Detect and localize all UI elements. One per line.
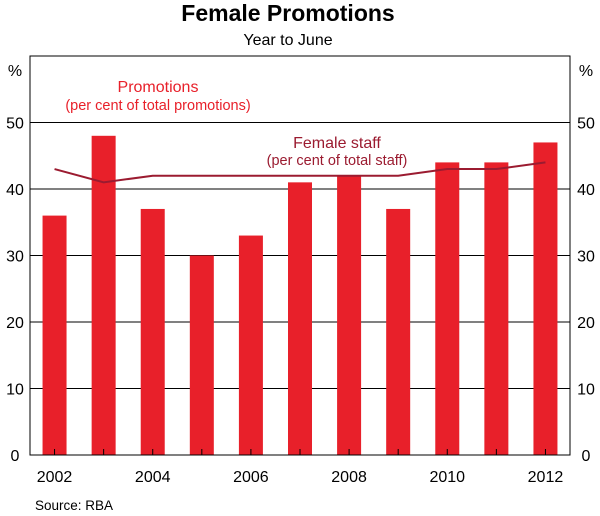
promotions-bars	[42, 135, 558, 456]
bar-promotions	[42, 215, 67, 455]
x-tick-label: 2006	[233, 469, 269, 486]
bar-promotions	[435, 162, 460, 455]
y-tick-label-right: 40	[577, 182, 595, 199]
bar-promotions	[238, 235, 263, 455]
bar-promotions	[533, 142, 558, 455]
left-y-axis: 0 10 20 30 40 50	[6, 116, 36, 465]
y-tick-label-left: 30	[6, 249, 24, 266]
female-staff-label: Female staff	[293, 135, 381, 152]
chart-title: Female Promotions	[181, 0, 394, 26]
bar-promotions	[386, 208, 411, 455]
y-tick-label-left: 50	[6, 116, 24, 133]
x-tick-label: 2004	[135, 469, 171, 486]
female-staff-sub-label: (per cent of total staff)	[267, 153, 408, 169]
right-y-axis: 0 10 20 30 40 50	[564, 116, 595, 465]
female-staff-line-group	[54, 161, 546, 184]
x-axis: 2002 2004 2006 2008 2010 2012	[37, 449, 564, 486]
bar-promotions	[337, 175, 362, 455]
left-unit-label: %	[8, 63, 22, 80]
x-tick-label: 2012	[528, 469, 564, 486]
y-tick-label-left: 20	[6, 315, 24, 332]
right-unit-label: %	[579, 63, 593, 80]
x-tick-label: 2002	[37, 469, 73, 486]
female-staff-line	[54, 161, 546, 184]
y-tick-label-left: 0	[11, 448, 20, 465]
y-tick-label-right: 30	[577, 249, 595, 266]
bar-promotions	[189, 255, 214, 455]
chart-subtitle: Year to June	[243, 32, 332, 49]
source-note: Source: RBA	[35, 498, 113, 513]
x-tick-label: 2010	[429, 469, 465, 486]
y-tick-label-left: 10	[6, 382, 24, 399]
bar-promotions	[484, 162, 509, 455]
x-tick-label: 2008	[331, 469, 367, 486]
bar-promotions	[288, 182, 312, 455]
bar-promotions	[140, 208, 165, 455]
y-tick-label-left: 40	[6, 182, 24, 199]
promotions-label: Promotions	[118, 79, 199, 96]
y-tick-label-right: 20	[577, 315, 595, 332]
bar-promotions	[91, 135, 116, 456]
promotions-sub-label: (per cent of total promotions)	[65, 98, 250, 114]
y-tick-label-right: 0	[582, 448, 591, 465]
y-tick-label-right: 50	[577, 116, 595, 133]
y-tick-label-right: 10	[577, 382, 595, 399]
